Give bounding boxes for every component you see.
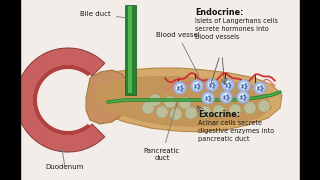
Text: Exocrine:: Exocrine: [198, 110, 240, 119]
Circle shape [253, 82, 267, 94]
Circle shape [220, 91, 233, 104]
Circle shape [176, 84, 184, 92]
Circle shape [208, 81, 216, 89]
Polygon shape [88, 68, 282, 132]
Bar [300, 0, 320, 180]
Circle shape [179, 97, 191, 109]
Text: Duodenum: Duodenum [46, 164, 84, 170]
Circle shape [236, 91, 250, 104]
Circle shape [170, 108, 182, 120]
Bar [0, 0, 20, 180]
Circle shape [190, 80, 204, 93]
Circle shape [142, 102, 154, 114]
Circle shape [173, 82, 187, 94]
Text: Pancreatic
duct: Pancreatic duct [144, 103, 180, 161]
Circle shape [202, 91, 214, 105]
Circle shape [221, 78, 235, 91]
Wedge shape [16, 48, 105, 152]
Text: Islets of Langerhans cells
secrete hormones into
blood vessels: Islets of Langerhans cells secrete hormo… [195, 18, 278, 40]
Polygon shape [96, 76, 272, 127]
Polygon shape [86, 70, 130, 124]
Circle shape [240, 82, 248, 90]
Circle shape [156, 106, 168, 118]
Circle shape [224, 81, 232, 89]
Circle shape [164, 96, 176, 108]
Circle shape [204, 94, 212, 102]
Circle shape [205, 78, 219, 91]
Circle shape [237, 80, 251, 93]
Circle shape [222, 93, 230, 101]
Text: Endocrine:: Endocrine: [195, 8, 244, 17]
Circle shape [185, 107, 197, 119]
Circle shape [213, 105, 225, 117]
Bar [20, 0, 300, 180]
Circle shape [229, 104, 241, 116]
Circle shape [256, 84, 264, 92]
Circle shape [193, 82, 201, 90]
Wedge shape [33, 65, 91, 135]
Circle shape [149, 94, 161, 106]
Circle shape [258, 100, 270, 112]
Text: Blood vessel: Blood vessel [156, 32, 200, 76]
Text: Acinar cells secrete
digestive enzymes into
pancreatic duct: Acinar cells secrete digestive enzymes i… [198, 120, 274, 142]
Circle shape [244, 102, 256, 114]
Bar [128, 6, 132, 93]
Text: Bile duct: Bile duct [80, 11, 125, 18]
Bar [124, 5, 135, 95]
Circle shape [239, 93, 247, 101]
Circle shape [199, 106, 211, 118]
